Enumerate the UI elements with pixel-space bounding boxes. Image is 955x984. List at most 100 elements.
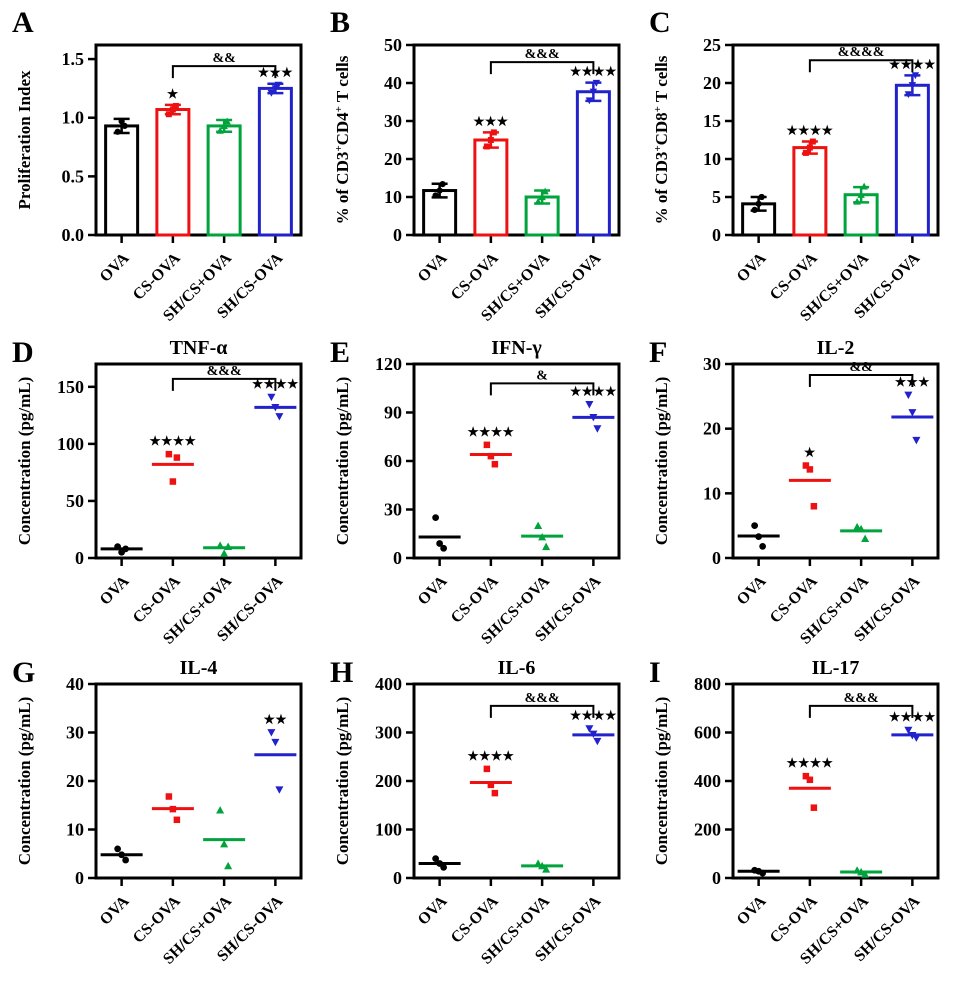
data-point	[542, 865, 551, 873]
data-point	[806, 144, 813, 151]
data-point	[220, 840, 229, 848]
y-tick-label: 30	[66, 723, 84, 743]
bar-CS-OVA	[155, 108, 191, 237]
y-tick-label: 10	[66, 820, 84, 840]
significance-stars: ★★★★	[149, 434, 196, 448]
data-point	[593, 737, 602, 746]
data-point	[589, 413, 598, 422]
bar-CS-OVA	[473, 138, 509, 237]
panel-d: D TNF-α Concentration (pg/mL) 0 50 100 150 OVA C…	[0, 330, 318, 650]
data-point	[857, 524, 866, 533]
data-point	[220, 122, 228, 130]
significance-stars: ★★★★	[467, 749, 514, 763]
y-axis-label: Concentration (pg/mL)	[15, 697, 34, 866]
panel-i: I IL-17 Concentration (pg/mL) 0 200 400 600 800…	[637, 650, 955, 984]
y-tick-label: 10	[703, 483, 721, 503]
data-point	[165, 793, 173, 800]
bracket-label: &&	[212, 51, 235, 66]
y-tick-label: 100	[375, 820, 402, 840]
y-tick-label: 15	[703, 111, 721, 131]
y-tick-label: 150	[57, 377, 84, 397]
y-tick-label: 0	[712, 868, 721, 888]
bracket-label: &&&	[207, 364, 242, 379]
data-point	[114, 845, 122, 853]
y-tick-label: 1.5	[62, 49, 85, 69]
chart-title: IL-17	[812, 657, 860, 679]
data-point	[267, 393, 276, 402]
panel-g: G IL-4 Concentration (pg/mL) 0 10 20 30 40 OVA CS…	[0, 650, 318, 984]
y-tick-label: 300	[375, 723, 402, 743]
comparison-bracket	[489, 382, 595, 396]
bar-SH/CS-OVA	[257, 86, 293, 237]
data-point	[589, 730, 598, 738]
data-point	[169, 106, 176, 113]
y-tick-label: 200	[375, 771, 402, 791]
data-point	[751, 522, 759, 530]
data-point	[904, 726, 913, 735]
data-point	[904, 391, 913, 400]
data-point	[165, 111, 172, 118]
y-tick-label: 100	[57, 434, 84, 454]
y-tick-label: 0.0	[62, 225, 85, 245]
significance-stars: ★★★★	[786, 756, 833, 770]
data-point	[911, 72, 920, 80]
x-tick-label: OVA	[734, 892, 770, 928]
plot-frame	[731, 362, 940, 560]
data-point	[439, 180, 446, 188]
data-point	[912, 734, 921, 742]
y-tick-label: 200	[694, 820, 721, 840]
y-tick-label: 400	[375, 674, 402, 694]
y-tick-label: 400	[694, 771, 721, 791]
data-point	[121, 122, 128, 130]
chart-title: IL-6	[498, 657, 536, 679]
bracket-label: &&	[849, 360, 872, 375]
y-tick-label: 0	[712, 548, 721, 568]
data-point	[223, 117, 231, 125]
data-point	[172, 102, 179, 109]
data-point	[912, 436, 921, 445]
panel-c: C% of CD3+CD8+ T cells 0 5 10 15 20 25 OVA CS-OV…	[637, 0, 955, 330]
y-tick-label: 600	[694, 723, 721, 743]
panel-letter: F	[649, 336, 667, 369]
y-tick-label: 25	[703, 35, 721, 55]
data-point	[802, 772, 810, 780]
data-point	[432, 514, 440, 521]
y-tick-label: 40	[384, 73, 402, 93]
data-point	[534, 859, 543, 867]
bracket-label: &&&	[844, 691, 879, 706]
data-point	[165, 450, 173, 458]
y-tick-label: 50	[66, 491, 84, 511]
data-point	[220, 549, 229, 557]
x-tick-label: OVA	[734, 572, 770, 608]
data-point	[224, 861, 233, 870]
y-tick-label: 800	[694, 674, 721, 694]
data-point	[755, 533, 763, 541]
bracket-label: &&&	[525, 691, 560, 706]
data-point	[491, 789, 499, 797]
data-point	[216, 541, 225, 549]
chart-title: TNF-α	[170, 337, 228, 359]
significance-stars: ★★★★	[467, 425, 514, 439]
panel-letter: E	[330, 336, 350, 369]
y-axis-label: Concentration (pg/mL)	[652, 697, 671, 866]
significance-stars: ★★	[264, 713, 288, 727]
significance-stars: ★★★★	[786, 124, 833, 138]
y-tick-label: 40	[66, 674, 84, 694]
chart-title: IL-2	[817, 337, 855, 359]
y-tick-label: 0	[393, 548, 402, 568]
data-point	[809, 138, 816, 145]
data-point	[274, 81, 283, 89]
data-point	[483, 441, 491, 449]
significance-stars: ★	[804, 446, 816, 460]
y-tick-label: 5	[712, 187, 721, 207]
y-tick-label: 0	[712, 225, 721, 245]
y-axis-label: % of CD3+CD8+ T cells	[652, 55, 671, 224]
y-tick-label: 0	[393, 225, 402, 245]
panel-b: B% of CD3+CD4+ T cells 0 10 20 30 40 50 OVA CS-O…	[318, 0, 636, 330]
y-tick-label: 0	[75, 868, 84, 888]
x-tick-label: OVA	[97, 892, 133, 928]
y-tick-label: 120	[375, 354, 402, 374]
